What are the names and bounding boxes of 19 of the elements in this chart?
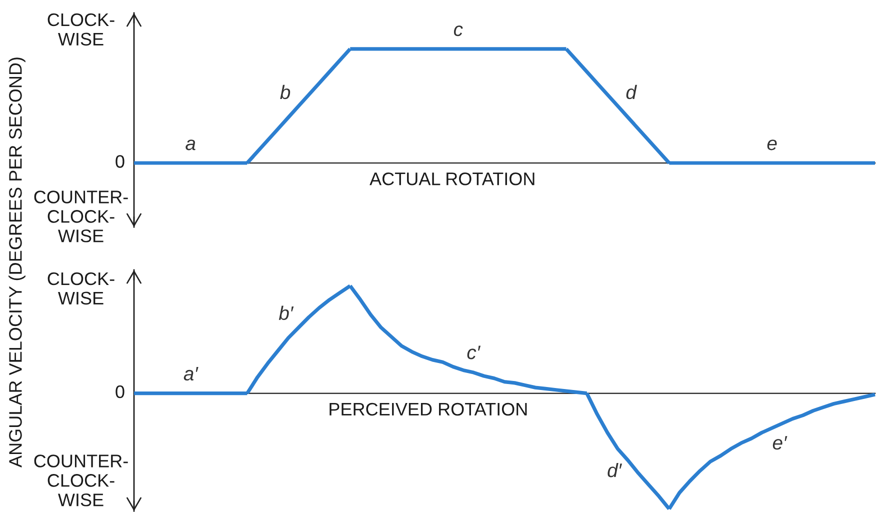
text: 0 [116,155,124,168]
x-axis-title: ACTUAL ROTATION [370,172,534,186]
text: CLOCK- WISE [48,13,114,46]
text: CLOCK- WISE [48,272,114,305]
series-label: a′ [184,366,198,381]
y-axis-title: ANGULAR VELOCITY (DEGREES PER SECOND) [8,58,26,468]
series-label: c [454,26,463,36]
series-label: b [280,84,290,100]
text: COUNTER- CLOCK- WISE [34,190,128,242]
x-axis-title: PERCEIVED ROTATION [330,402,527,416]
series-label: d′ [608,462,622,478]
series-label: c′ [467,346,481,360]
series-label: e′ [772,436,788,450]
series-label: d [626,84,637,100]
text: COUNTER- CLOCK- WISE [34,454,128,506]
series-label: b′ [278,306,294,320]
text: 0 [116,385,124,398]
series-label: a [186,140,196,150]
series-label: e [767,140,777,150]
